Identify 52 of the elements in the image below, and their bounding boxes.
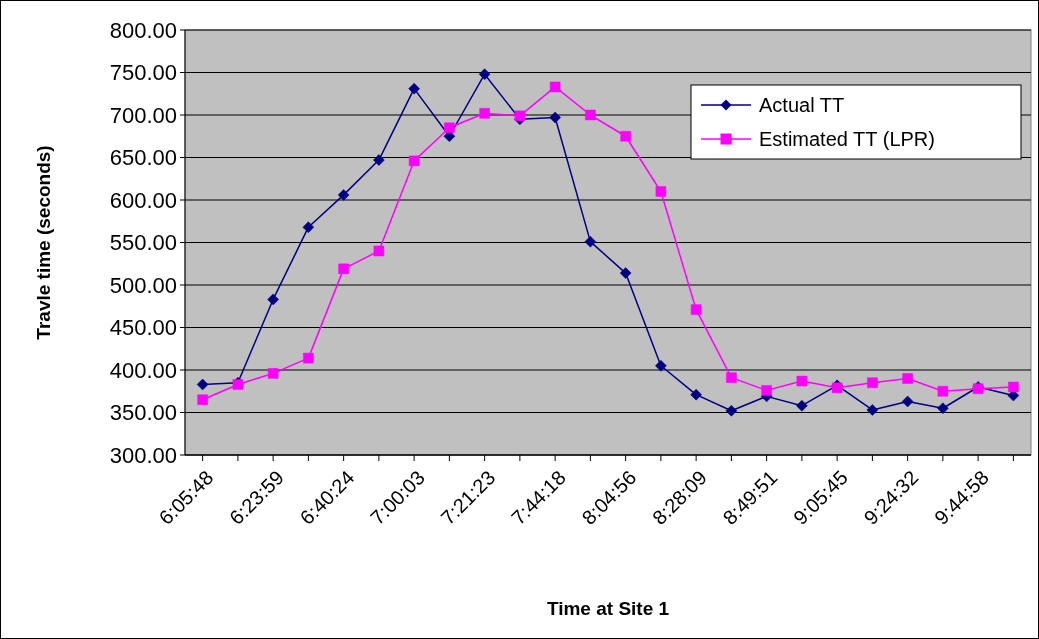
point (267, 368, 279, 379)
y-tick-label: 350.00 (109, 400, 177, 426)
point (867, 377, 878, 388)
point (478, 68, 491, 80)
point (584, 235, 597, 248)
y-tick-label: 400.00 (109, 357, 177, 383)
point (549, 81, 561, 93)
point (725, 405, 738, 417)
point (373, 245, 385, 257)
point (619, 267, 632, 279)
y-tick-label: 300.00 (109, 442, 177, 468)
point (902, 373, 913, 384)
y-tick-label: 500.00 (109, 272, 177, 298)
point (761, 385, 772, 396)
point (655, 186, 667, 197)
y-axis-title: Travle time (seconds) (33, 145, 54, 340)
point (690, 388, 702, 401)
point (901, 395, 914, 408)
legend-label: Estimated TT (LPR) (759, 128, 935, 150)
point (796, 399, 808, 412)
y-tick-label: 750.00 (109, 60, 177, 86)
point (197, 394, 208, 405)
point (937, 402, 949, 414)
y-tick-label: 450.00 (109, 315, 177, 341)
point (408, 82, 420, 95)
point (620, 131, 631, 142)
point (866, 404, 879, 416)
point (585, 109, 596, 121)
point (302, 221, 315, 233)
point (338, 263, 349, 275)
point (479, 108, 490, 119)
point (267, 293, 279, 306)
y-tick-label: 550.00 (109, 230, 177, 256)
point (549, 111, 561, 124)
point (337, 189, 350, 201)
x-axis-title: Time at Site 1 (546, 598, 670, 619)
point (726, 372, 737, 383)
point (196, 378, 209, 391)
point (690, 304, 702, 315)
point (444, 122, 455, 133)
y-tick-label: 800.00 (109, 17, 177, 43)
y-tick-label: 700.00 (109, 102, 177, 128)
point (1008, 381, 1019, 393)
point (408, 155, 420, 167)
y-tick-label: 650.00 (109, 145, 177, 171)
point (937, 386, 949, 397)
point (373, 154, 385, 166)
y-tick-label: 600.00 (109, 187, 177, 213)
point (796, 375, 808, 387)
point (303, 352, 314, 364)
legend-label: Actual TT (759, 94, 845, 116)
point (655, 360, 667, 372)
